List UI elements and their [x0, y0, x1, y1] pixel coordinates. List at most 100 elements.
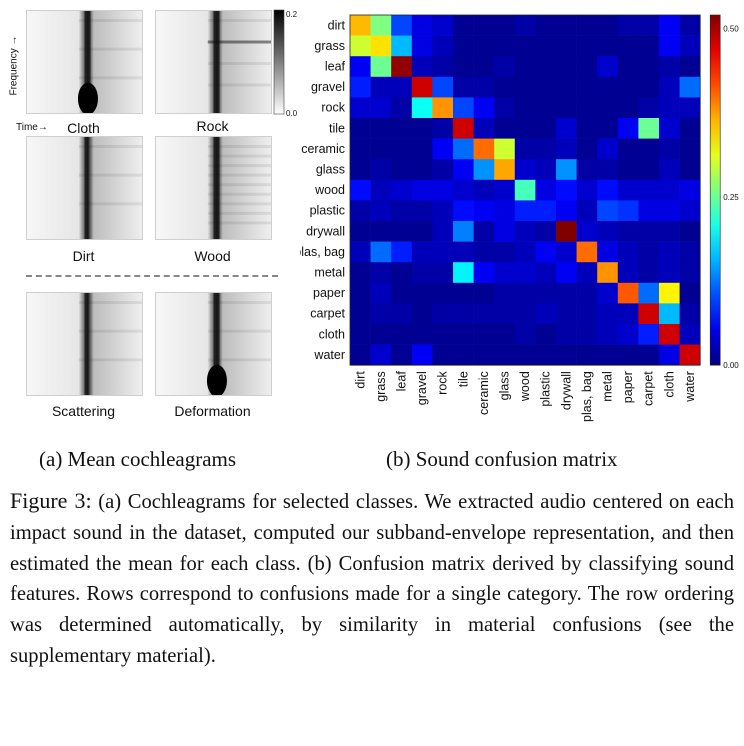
matrix-cell-1-10	[556, 35, 577, 57]
column-label: carpet	[642, 371, 656, 406]
matrix-cell-11-3	[411, 241, 433, 263]
matrix-cell-8-6	[473, 179, 495, 201]
column-label: plas, bag	[580, 371, 594, 422]
matrix-cell-7-2	[391, 159, 413, 181]
row-label: leaf	[325, 60, 346, 74]
cochleagram-label: Rock	[196, 118, 229, 134]
cochleagram-panel-rock	[155, 10, 272, 114]
matrix-cell-16-12	[597, 344, 619, 366]
matrix-cell-13-5	[453, 282, 474, 304]
matrix-cell-9-5	[453, 200, 474, 222]
matrix-cell-13-15	[659, 282, 680, 304]
matrix-cell-13-1	[370, 282, 392, 304]
matrix-cell-4-14	[638, 97, 660, 119]
matrix-cell-5-1	[370, 118, 392, 139]
matrix-cell-5-15	[659, 118, 680, 139]
matrix-cell-3-5	[453, 76, 474, 98]
matrix-cell-7-13	[617, 159, 639, 181]
matrix-cell-13-12	[597, 282, 619, 304]
matrix-cell-8-13	[617, 179, 639, 201]
matrix-cell-7-1	[370, 159, 392, 181]
matrix-cell-2-8	[514, 56, 536, 78]
matrix-cell-6-12	[597, 138, 619, 160]
matrix-cell-4-3	[411, 97, 433, 119]
matrix-cell-12-9	[535, 262, 557, 284]
row-label: paper	[313, 286, 345, 300]
matrix-cell-12-10	[556, 262, 577, 284]
matrix-cell-3-14	[638, 76, 660, 98]
matrix-cell-5-11	[576, 118, 598, 139]
matrix-cell-16-2	[391, 344, 413, 366]
matrix-cell-6-10	[556, 138, 577, 160]
matrix-cell-12-11	[576, 262, 598, 284]
matrix-cell-11-5	[453, 241, 474, 263]
matrix-cell-11-14	[638, 241, 660, 263]
matrix-cell-6-15	[659, 138, 680, 160]
matrix-cell-1-15	[659, 35, 680, 57]
matrix-cell-7-3	[411, 159, 433, 181]
matrix-cell-11-2	[391, 241, 413, 263]
matrix-cell-0-16	[679, 15, 701, 36]
matrix-cell-0-1	[370, 15, 392, 36]
caption-text: (a) Cochleagrams for selected classes. W…	[10, 491, 734, 667]
column-label: leaf	[395, 371, 409, 392]
matrix-cell-12-4	[432, 262, 454, 284]
matrix-cell-1-0	[350, 35, 371, 57]
matrix-cell-5-6	[473, 118, 495, 139]
column-label: tile	[456, 371, 470, 387]
matrix-cell-2-7	[494, 56, 516, 78]
matrix-cell-0-10	[556, 15, 577, 36]
matrix-cell-14-7	[494, 303, 516, 325]
matrix-cell-7-16	[679, 159, 701, 181]
matrix-cell-12-3	[411, 262, 433, 284]
matrix-cell-3-2	[391, 76, 413, 98]
matrix-cell-15-3	[411, 324, 433, 345]
matrix-colorbar	[709, 14, 721, 366]
matrix-cell-10-15	[659, 221, 680, 242]
matrix-cell-9-2	[391, 200, 413, 222]
row-label: plas, bag	[300, 245, 345, 259]
matrix-cell-7-7	[494, 159, 516, 181]
matrix-cell-8-15	[659, 179, 680, 201]
matrix-cell-7-9	[535, 159, 557, 181]
matrix-cell-16-10	[556, 344, 577, 366]
matrix-cell-0-11	[576, 15, 598, 36]
matrix-cell-6-7	[494, 138, 516, 160]
matrix-cell-16-7	[494, 344, 516, 366]
subcaption-b: (b) Sound confusion matrix	[386, 447, 618, 471]
matrix-cell-12-7	[494, 262, 516, 284]
matrix-cell-1-6	[473, 35, 495, 57]
matrix-cell-15-7	[494, 324, 516, 345]
matrix-cell-16-13	[617, 344, 639, 366]
matrix-cell-13-13	[617, 282, 639, 304]
matrix-cell-16-8	[514, 344, 536, 366]
matrix-cell-2-14	[638, 56, 660, 78]
matrix-cell-8-12	[597, 179, 619, 201]
matrix-cell-11-9	[535, 241, 557, 263]
matrix-cell-3-12	[597, 76, 619, 98]
matrix-cell-10-13	[617, 221, 639, 242]
row-label: wood	[314, 183, 345, 197]
colorbar-tick-top: 0.2	[286, 10, 298, 19]
matrix-cell-4-7	[494, 97, 516, 119]
matrix-cell-7-11	[576, 159, 598, 181]
matrix-cell-2-2	[391, 56, 413, 78]
matrix-cell-4-10	[556, 97, 577, 119]
matrix-cell-14-16	[679, 303, 701, 325]
matrix-cell-14-12	[597, 303, 619, 325]
matrix-cell-10-6	[473, 221, 495, 242]
matrix-cell-1-14	[638, 35, 660, 57]
cochleagram-image	[27, 293, 142, 395]
row-label: water	[313, 348, 345, 362]
matrix-cell-5-0	[350, 118, 371, 139]
panel-divider	[26, 275, 278, 277]
matrix-frame	[349, 14, 701, 366]
cochleagram-label: Wood	[194, 248, 231, 264]
matrix-cell-16-1	[370, 344, 392, 366]
matrix-cell-3-13	[617, 76, 639, 98]
matrix-cell-2-15	[659, 56, 680, 78]
matrix-cell-5-14	[638, 118, 660, 139]
matrix-cell-15-13	[617, 324, 639, 345]
matrix-cell-3-11	[576, 76, 598, 98]
matrix-cell-11-6	[473, 241, 495, 263]
